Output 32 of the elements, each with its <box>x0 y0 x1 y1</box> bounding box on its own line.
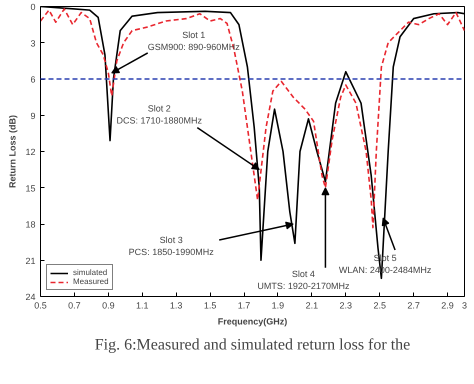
x-tick-label: 1.1 <box>136 300 149 310</box>
x-tick-label: 2.9 <box>441 300 454 310</box>
y-tick-label: 18 <box>25 220 36 230</box>
x-axis-title: Frequency(GHz) <box>218 316 288 326</box>
x-tick-label: 1.5 <box>204 300 216 310</box>
annotation: Slot 2 DCS: 1710-1880MHz <box>116 104 203 126</box>
x-tick-label: 0.9 <box>102 300 115 310</box>
x-tick-label: 2.1 <box>306 300 318 310</box>
x-tick-label: 2.5 <box>373 300 386 310</box>
y-axis-title: Return Loss (dB) <box>7 115 18 188</box>
y-tick-label: 9 <box>30 110 36 121</box>
y-tick-label: 12 <box>25 147 36 157</box>
y-tick-label: 24 <box>25 292 36 302</box>
x-tick-label: 1.9 <box>272 300 284 310</box>
x-tick-label: 1.7 <box>238 300 250 310</box>
legend-label: Measured <box>73 277 109 286</box>
legend-label: simulated <box>73 268 108 277</box>
y-tick-label: 15 <box>25 183 36 194</box>
x-tick-label: 1.3 <box>170 300 182 310</box>
x-tick-label: 0.7 <box>68 300 81 310</box>
x-tick-label: 0.5 <box>34 300 47 310</box>
y-tick-label: 0 <box>30 2 36 12</box>
line-series <box>40 8 464 228</box>
caption: Fig. 6:Measured and simulated return loss for the <box>94 336 410 354</box>
y-tick-label: 3 <box>30 38 36 48</box>
x-tick-label: 3 <box>462 300 468 310</box>
annotation: Slot 3 PCS: 1850-1990MHz <box>128 235 214 257</box>
y-tick-label: 6 <box>30 74 36 84</box>
x-tick-label: 2.7 <box>407 300 420 310</box>
annotation: Slot 1 GSM900: 890-960MHz <box>148 30 240 52</box>
x-tick-label: 2.3 <box>340 300 352 310</box>
y-tick-label: 21 <box>25 256 36 266</box>
